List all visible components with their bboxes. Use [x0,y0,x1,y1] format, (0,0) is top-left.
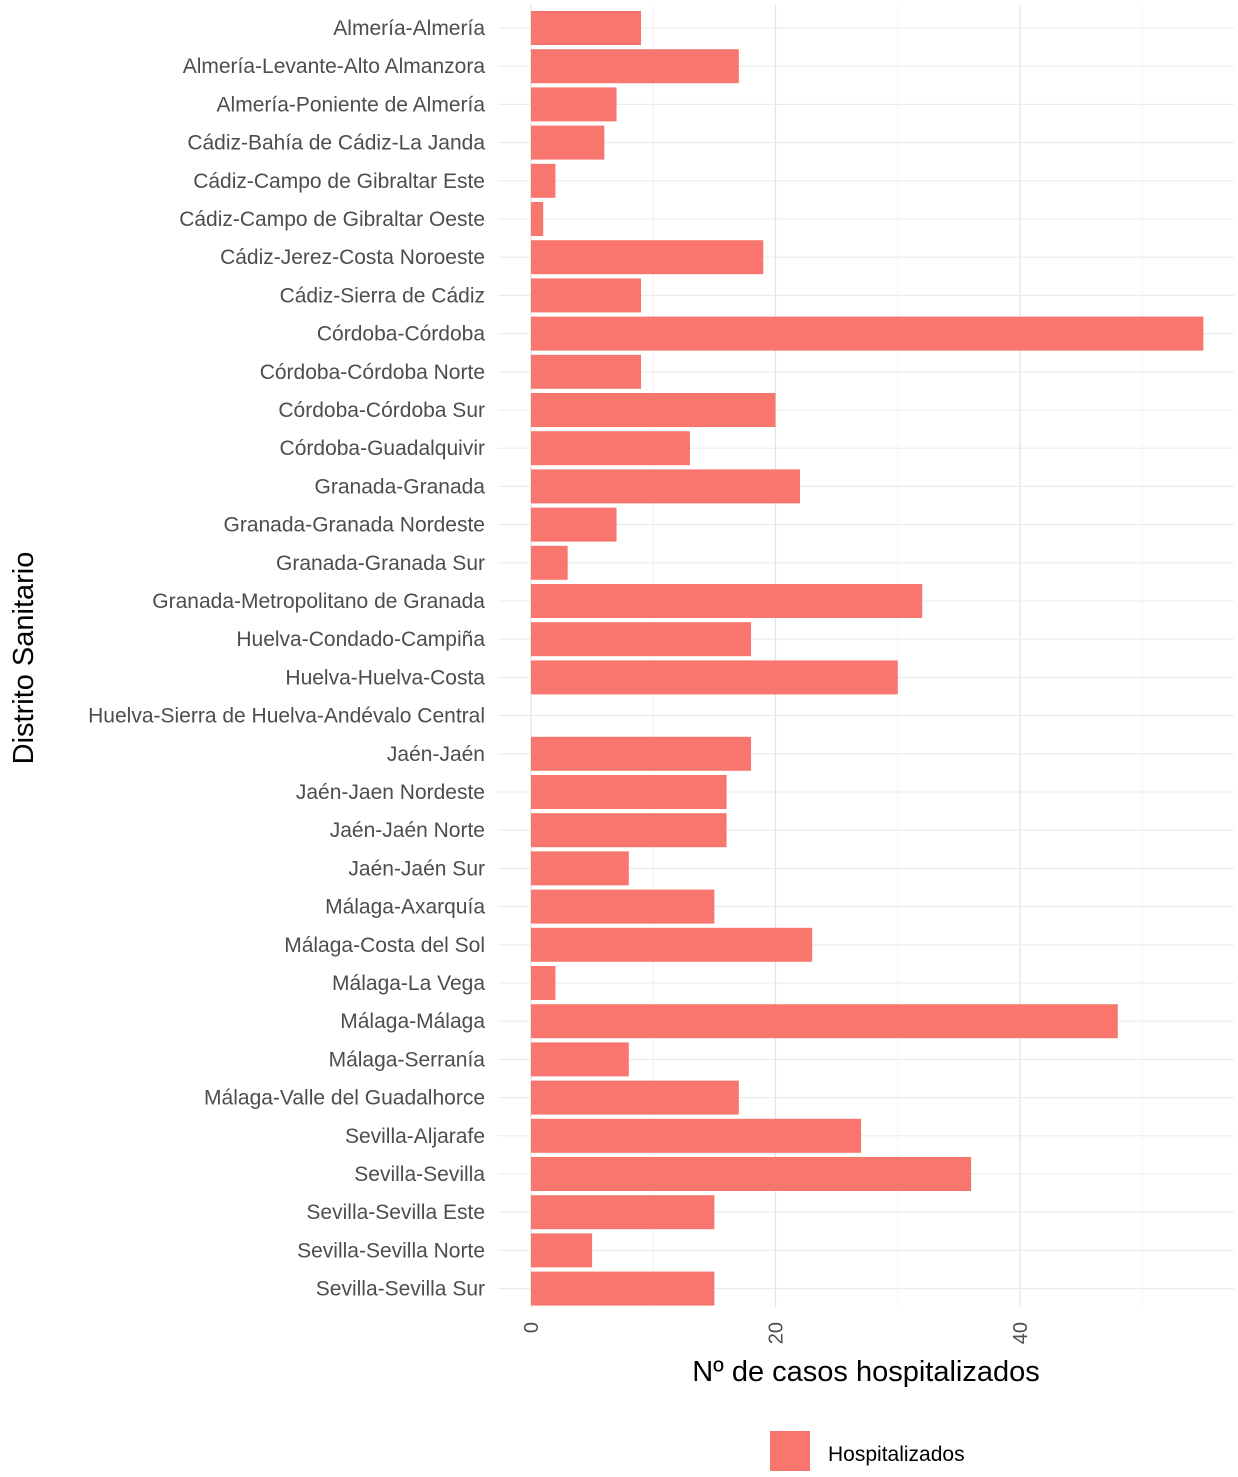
category-label: Granada-Metropolitano de Granada [152,590,485,613]
bar [531,775,727,809]
bar [531,1157,972,1191]
category-label: Cádiz-Sierra de Cádiz [280,284,485,307]
category-label: Jaén-Jaén Sur [348,857,485,880]
bar [531,278,642,313]
bar [531,1080,739,1115]
bar [531,354,642,389]
legend-label: Hospitalizados [828,1443,965,1466]
category-label: Córdoba-Guadalquivir [280,437,485,460]
category-label: Córdoba-Córdoba [317,323,485,346]
category-label: Cádiz-Jerez-Costa Noroeste [220,246,485,269]
category-label: Huelva-Huelva-Costa [285,666,485,689]
bar [531,1233,593,1268]
bar [531,1042,629,1077]
category-label: Málaga-Málaga [340,1010,485,1033]
bar [531,889,715,924]
category-label: Málaga-Axarquía [325,896,485,919]
category-label: Granada-Granada Sur [276,552,485,575]
bar [531,240,764,275]
bar [531,316,1204,351]
x-tick-label: 40 [1010,1322,1032,1344]
bar [531,736,752,771]
category-label: Sevilla-Sevilla Norte [297,1239,485,1262]
bar [531,545,568,580]
bar [531,1004,1118,1039]
category-label: Sevilla-Sevilla [354,1163,485,1186]
category-label: Almería-Levante-Alto Almanzora [183,55,486,78]
bars [531,11,1204,1306]
category-label: Granada-Granada [315,475,486,498]
bar [531,966,556,1000]
bar [531,11,642,45]
category-label: Sevilla-Sevilla Este [306,1201,485,1224]
bar [531,622,752,657]
x-tick-label: 20 [766,1322,788,1344]
category-label: Cádiz-Bahía de Cádiz-La Janda [187,132,485,155]
category-label: Huelva-Condado-Campiña [236,628,485,651]
category-label: Córdoba-Córdoba Norte [260,361,485,384]
bar [531,469,800,504]
category-label: Málaga-Valle del Guadalhorce [204,1087,485,1110]
bar [531,660,898,695]
category-label: Almería-Almería [333,17,485,40]
category-label: Cádiz-Campo de Gibraltar Oeste [179,208,485,231]
category-label: Málaga-La Vega [332,972,485,995]
category-labels: Almería-Almería Almería-Levante-Alto Alma… [88,17,485,1301]
bar [531,163,556,198]
y-axis-title: Distrito Sanitario [8,552,40,765]
bar [531,927,813,962]
grid-lines [498,5,1234,1307]
x-axis-ticks: 0 20 40 [521,1322,1032,1344]
bar [531,125,605,160]
bar [531,202,544,236]
legend: Hospitalizados [770,1431,965,1471]
bar [531,49,739,84]
category-label: Córdoba-Córdoba Sur [278,399,485,422]
bar [531,87,617,122]
bar [531,431,690,466]
bar [531,507,617,542]
category-label: Almería-Poniente de Almería [217,93,486,116]
bar [531,393,776,427]
x-tick-label: 0 [521,1322,543,1333]
bar [531,1118,862,1153]
bar [531,584,923,618]
category-label: Málaga-Serranía [329,1048,486,1071]
x-axis-title: Nº de casos hospitalizados [692,1356,1040,1388]
bar [531,1195,715,1230]
category-label: Jaén-Jaén Norte [330,819,485,842]
bar [531,813,727,848]
category-label: Jaén-Jaen Nordeste [296,781,485,804]
category-label: Cádiz-Campo de Gibraltar Este [193,170,485,193]
bar [531,1271,715,1306]
category-label: Málaga-Costa del Sol [284,934,485,957]
category-label: Sevilla-Aljarafe [345,1125,485,1148]
category-label: Huelva-Sierra de Huelva-Andévalo Central [88,705,485,728]
category-label: Granada-Granada Nordeste [224,514,486,537]
category-label: Jaén-Jaén [387,743,485,766]
category-label: Sevilla-Sevilla Sur [316,1278,485,1301]
bar [531,851,629,886]
legend-key [770,1431,810,1471]
